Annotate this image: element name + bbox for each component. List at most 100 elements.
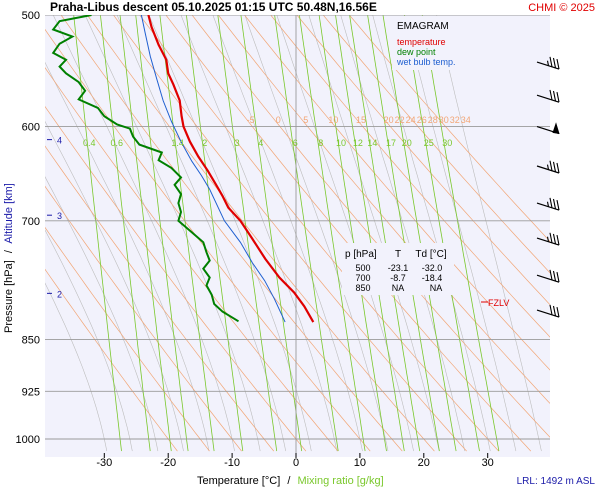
table-cell: -23.1 <box>388 263 409 273</box>
table-cell: -8.7 <box>390 273 406 283</box>
table-cell: NA <box>430 283 443 293</box>
pressure-tick-label: 500 <box>22 10 40 22</box>
wind-barb <box>536 232 560 246</box>
temperature-tick-label: -10 <box>224 457 240 469</box>
moist-adiabat-line <box>84 15 261 452</box>
legend-item-temperature: temperature <box>397 37 446 47</box>
mixing-ratio-line <box>159 15 215 452</box>
y-axis-label-altitude: Altitude [km] <box>3 183 15 244</box>
wind-barb-full <box>549 160 553 171</box>
moist-adiabat-line <box>116 15 286 452</box>
mixing-ratio-line <box>99 15 151 452</box>
dry-adiabat-label: 0 <box>276 115 281 125</box>
dry-adiabat-label: 32 <box>450 115 460 125</box>
wind-barb-full <box>549 304 553 315</box>
wind-barb <box>536 269 560 283</box>
dry-adiabat-label: 34 <box>461 115 471 125</box>
wind-barb-full <box>556 272 560 283</box>
table-header-td: Td [°C] <box>415 249 446 260</box>
chart-title: Praha-Libus descent 05.10.2025 01:15 UTC… <box>50 0 377 14</box>
mixing-ratio-line <box>217 15 278 452</box>
fzlv-label: FZLV <box>488 298 509 308</box>
dry-adiabat-line <box>45 268 178 452</box>
table-cell: -32.0 <box>422 263 443 273</box>
wind-barb-full <box>552 270 557 282</box>
wind-barb-full <box>556 234 560 246</box>
wind-barb <box>536 56 560 70</box>
dry-adiabat-label: 22 <box>395 115 405 125</box>
dry-adiabat-label: 24 <box>406 115 416 125</box>
moist-adiabat-line <box>45 282 108 452</box>
plot-area <box>45 15 550 457</box>
dry-adiabat-line <box>113 15 467 452</box>
wind-barb-full <box>556 199 560 211</box>
wind-barb-half <box>546 164 550 170</box>
mixing-ratio-label: 4 <box>258 138 263 148</box>
pressure-tick-label: 600 <box>22 122 40 134</box>
table-cell: NA <box>392 283 405 293</box>
wind-barb-full <box>552 57 557 69</box>
table-cell: -18.4 <box>422 273 443 283</box>
table-cell: 850 <box>355 283 370 293</box>
dry-adiabat-label: 20 <box>384 115 394 125</box>
mixing-ratio-label: 6 <box>293 138 298 148</box>
wind-barb-half <box>546 236 550 242</box>
mixing-ratio-line <box>274 15 339 452</box>
wind-barb-full <box>549 232 553 243</box>
mixing-ratio-line <box>185 15 244 452</box>
wind-barb-full <box>549 56 553 67</box>
moist-adiabat-line <box>45 61 210 452</box>
mixing-ratio-label: 2 <box>202 138 207 148</box>
mixing-ratio-label: 30 <box>442 138 452 148</box>
pressure-ticks: 500 600 700 850 925 1000 <box>16 10 40 446</box>
pressure-tick-label: 925 <box>22 386 40 398</box>
wind-barb-pennant <box>552 122 560 135</box>
dry-adiabat-label: 15 <box>356 115 366 125</box>
values-table-box <box>342 243 454 295</box>
mixing-ratio-line <box>421 15 500 452</box>
wind-barb-full <box>549 89 553 101</box>
dry-adiabat-label: -5 <box>247 115 255 125</box>
altitude-ticks: 4 3 2 <box>47 136 62 299</box>
dry-adiabat-line <box>86 15 435 452</box>
wind-barb-full <box>549 197 553 208</box>
mixing-ratio-label: 17 <box>386 138 396 148</box>
moist-adiabat-line <box>244 15 389 452</box>
wind-barb <box>536 160 560 174</box>
table-cell: 700 <box>355 273 370 283</box>
mixing-ratio-line <box>119 15 172 452</box>
legend-item-wetbulb: wet bulb temp. <box>396 57 456 67</box>
wind-barb-full <box>552 161 557 172</box>
dry-adiabat-line <box>45 106 307 452</box>
legend-box <box>392 16 492 70</box>
altitude-tick-label: 4 <box>57 136 62 146</box>
moist-adiabat-line <box>45 120 184 452</box>
values-table: p [hPa] T Td [°C] 500 -23.1 -32.0 700 -8… <box>342 243 454 295</box>
table-header-p: p [hPa] <box>345 249 377 260</box>
isoline-labels: 0.4 0.6 1.4 2 3 4 6 8 10 12 14 17 20 25 30-5 0 5 10 15 20 22… <box>83 115 471 148</box>
dry-adiabat-line <box>45 185 242 452</box>
wind-barb-half <box>546 201 550 207</box>
dry-adiabat-label: 30 <box>439 115 449 125</box>
wind-barb <box>536 122 560 135</box>
profile-series <box>51 15 315 323</box>
altitude-tick-label: 3 <box>57 211 62 221</box>
temperature-ticks: -30 -20 -10 0 10 20 30 <box>96 453 494 469</box>
mixing-ratio-label: 14 <box>367 138 377 148</box>
legend-item-dewpoint: dew point <box>397 47 436 57</box>
temperature-tick-label: 20 <box>418 457 430 469</box>
dry-adiabat-label: 10 <box>328 115 338 125</box>
x-axis-label: Temperature [°C] / Mixing ratio [g/kg] <box>197 475 384 487</box>
dry-adiabat-label: 26 <box>417 115 427 125</box>
dry-adiabat-line <box>45 226 210 452</box>
wind-barb-half <box>546 60 550 66</box>
legend: EMAGRAM temperature dew point wet bulb t… <box>392 16 492 70</box>
mixing-ratio-label: 0.4 <box>83 138 96 148</box>
x-axis-label-mixing-ratio: Mixing ratio [g/kg] <box>297 475 383 487</box>
moist-adiabat-line <box>404 15 517 452</box>
mixing-ratio-label: 3 <box>235 138 240 148</box>
pressure-tick-label: 1000 <box>16 434 40 446</box>
y-axis-label-separator: / <box>3 249 15 253</box>
dry-adiabat-line <box>270 15 550 338</box>
